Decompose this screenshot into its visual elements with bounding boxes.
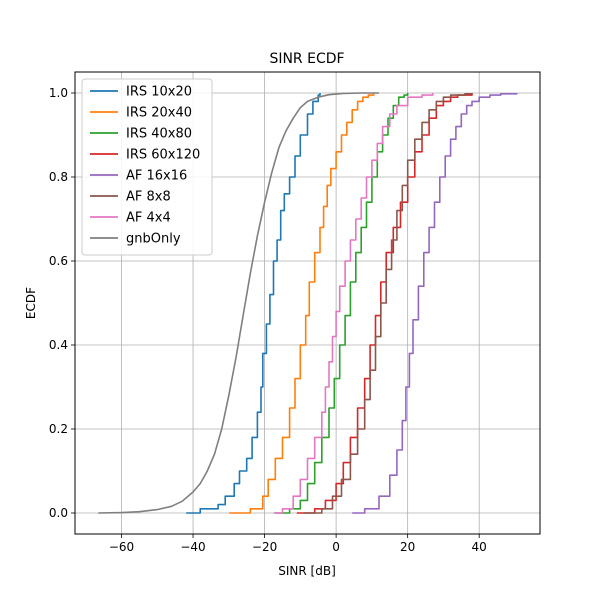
chart-title: SINR ECDF (269, 51, 344, 67)
series-lines (98, 92, 518, 514)
axis-ticks: −60 −40 −20 0 20 40 0.0 0.2 0.4 0.6 0.8 1.0 (49, 86, 487, 554)
y-tick-label: 0.6 (49, 254, 68, 268)
legend-label: IRS 60x120 (126, 148, 200, 163)
x-tick-label: 0 (332, 540, 340, 554)
series-line-af-16x16 (352, 93, 518, 514)
y-axis-label: ECDF (24, 287, 38, 319)
series-line-gnbonly (98, 92, 379, 514)
legend-label: IRS 20x40 (126, 106, 192, 121)
legend: IRS 10x20 IRS 20x40 IRS 40x80 IRS 60x120 AF … (81, 78, 213, 256)
series-line-irs-10x20 (186, 93, 321, 514)
x-tick-label: 40 (472, 540, 487, 554)
legend-label: AF 8x8 (126, 190, 171, 205)
legend-box (81, 78, 213, 256)
y-tick-label: 0.8 (49, 170, 68, 184)
y-tick-label: 0.0 (49, 506, 68, 520)
x-tick-label: −40 (180, 540, 205, 554)
x-tick-label: −20 (252, 540, 277, 554)
x-axis-label: SINR [dB] (278, 564, 336, 578)
y-tick-label: 0.4 (49, 338, 68, 352)
x-tick-label: −60 (109, 540, 134, 554)
series-line-irs-20x40 (229, 93, 375, 514)
legend-label: IRS 40x80 (126, 127, 192, 142)
x-tick-label: 20 (400, 540, 415, 554)
legend-label: AF 16x16 (126, 169, 187, 184)
series-line-irs-60x120 (296, 93, 473, 514)
y-tick-label: 0.2 (49, 422, 68, 436)
legend-label: AF 4x4 (126, 211, 171, 226)
series-line-irs-40x80 (275, 93, 409, 514)
legend-label: IRS 10x20 (126, 85, 192, 100)
series-line-af-8x8 (303, 93, 473, 514)
grid (75, 72, 540, 534)
y-tick-label: 1.0 (49, 86, 68, 100)
series-line-af-4x4 (273, 93, 434, 514)
plot-frame (74, 71, 541, 535)
legend-label: gnbOnly (126, 232, 181, 247)
